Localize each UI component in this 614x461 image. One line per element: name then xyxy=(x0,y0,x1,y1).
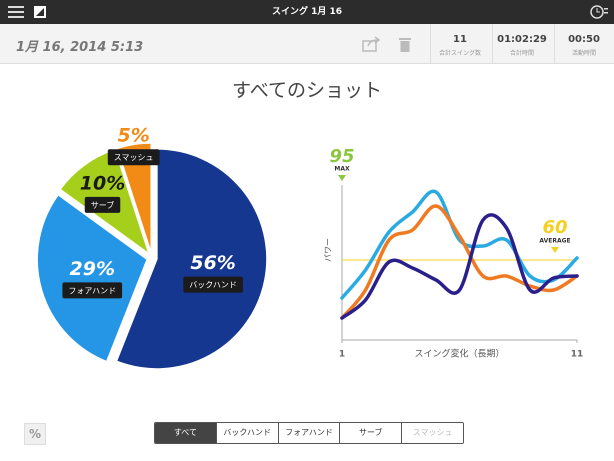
pie-slice xyxy=(36,193,149,363)
average-marker xyxy=(551,247,559,253)
app-icon[interactable] xyxy=(34,6,46,18)
stat-value: 11 xyxy=(453,34,467,45)
x-tick-label: 1 xyxy=(339,350,345,360)
slice-name-badge xyxy=(183,276,243,293)
view-title: すべてのショット xyxy=(232,80,382,102)
top-bar: スイング 1月 16 xyxy=(0,0,614,24)
max-label: MAX xyxy=(334,166,350,173)
stat-label: 合計スイング数 xyxy=(438,50,481,57)
session-date: 1月 16, 2014 5:13 xyxy=(16,40,144,55)
share-icon[interactable] xyxy=(362,36,382,52)
stat-value: 01:02:29 xyxy=(497,34,547,45)
tab[interactable]: すべて xyxy=(155,423,216,443)
slice-name-badge xyxy=(62,282,123,299)
slice-name-badge xyxy=(107,149,160,166)
power-line xyxy=(340,204,579,320)
stat: 11 合計スイング数 xyxy=(430,24,489,63)
slice-name-label: サーブ xyxy=(91,200,115,210)
average-label: AVERAGE xyxy=(539,238,570,245)
slice-name-label: バックハンド xyxy=(189,281,237,290)
tab[interactable]: サーブ xyxy=(339,423,402,443)
pie-slice xyxy=(116,142,152,254)
slice-value-label: 29% xyxy=(70,258,115,280)
power-line xyxy=(340,189,579,300)
x-tick-label: 11 xyxy=(571,350,584,360)
slice-name-badge xyxy=(84,196,121,213)
average-value: 60 xyxy=(542,217,567,238)
stat-label: 合計時間 xyxy=(509,50,534,57)
history-icon[interactable] xyxy=(590,5,608,19)
y-axis-label: パワー xyxy=(324,238,333,262)
stat: 00:50 活動時間 xyxy=(554,24,613,63)
percent-button[interactable]: % xyxy=(24,423,46,445)
toolbar: 1月 16, 2014 5:13 11 合計スイング数 01:02:29 合計時間 00… xyxy=(0,24,614,64)
pie-slice xyxy=(115,148,268,370)
slice-value-label: 56% xyxy=(190,252,235,274)
trash-icon[interactable] xyxy=(398,36,412,52)
stat-value: 00:50 xyxy=(568,34,600,45)
tab[interactable]: フォアハンド xyxy=(277,423,340,443)
x-axis-label: スイング変化（長期） xyxy=(414,348,504,360)
stat: 01:02:29 合計時間 xyxy=(492,24,551,63)
header-title: スイング 1月 16 xyxy=(271,7,343,17)
power-line xyxy=(340,213,579,320)
menu-icon[interactable] xyxy=(8,6,24,18)
slice-name-label: フォアハンド xyxy=(68,286,116,295)
slice-value-label: 10% xyxy=(80,172,125,194)
max-value: 95 xyxy=(329,146,354,167)
slice-name-label: スマッシュ xyxy=(114,153,154,162)
filter-tabs: すべて バックハンド フォアハンド サーブ スマッシュ xyxy=(154,422,464,444)
tab[interactable]: バックハンド xyxy=(215,423,278,443)
max-marker xyxy=(338,175,346,181)
tab: スマッシュ xyxy=(401,423,463,443)
stat-label: 活動時間 xyxy=(571,50,596,57)
slice-value-label: 5% xyxy=(118,125,150,147)
